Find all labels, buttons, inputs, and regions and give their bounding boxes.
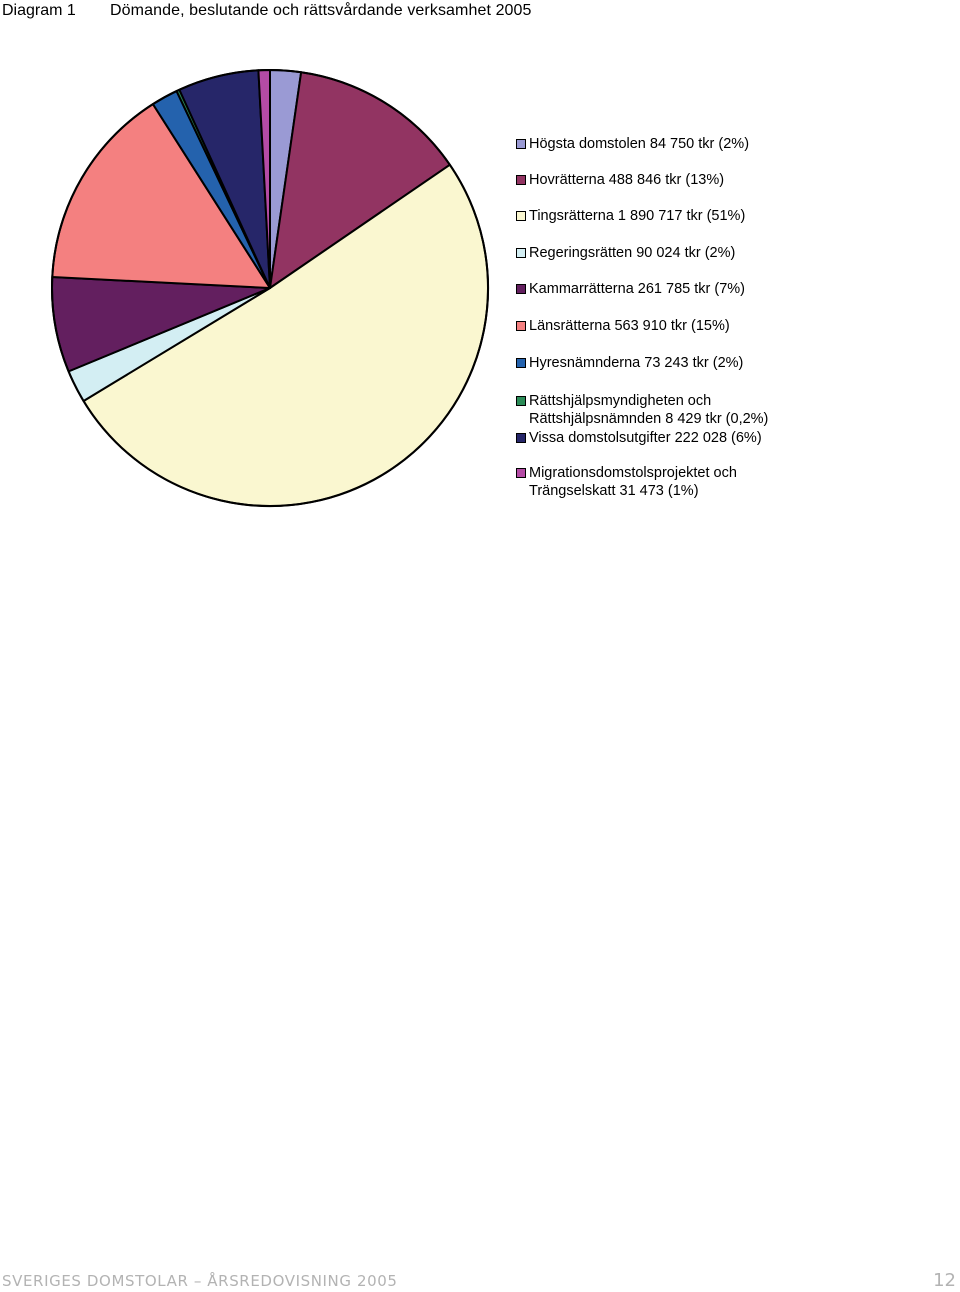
legend-swatch-10: [516, 468, 526, 478]
legend-label-10: Migrationsdomstolsprojektet och Trängsels…: [529, 465, 737, 499]
legend-label-5: Kammarrätterna 261 785 tkr (7%): [529, 281, 745, 297]
legend-swatch-5: [516, 284, 526, 294]
pie-outline: [51, 69, 489, 507]
legend-swatch-3: [516, 211, 526, 221]
legend-swatch-9: [516, 433, 526, 443]
legend-label-3: Tingsrätterna 1 890 717 tkr (51%): [529, 208, 746, 224]
chart-title: Dömande, beslutande och rättsvårdande ve…: [110, 2, 532, 19]
legend-swatch-7: [516, 358, 526, 368]
legend-swatch-8: [516, 396, 526, 406]
legend-label-8: Rättshjälpsmyndigheten och Rättshjälpsnäm…: [529, 393, 769, 427]
chart-header: Diagram 1 Dömande, beslutande och rättsv…: [0, 2, 960, 24]
diagram-label: Diagram 1: [2, 2, 76, 19]
legend-label-1: Högsta domstolen 84 750 tkr (2%): [529, 136, 750, 152]
footer-publication: SVERIGES DOMSTOLAR – ÅRSREDOVISNING 2005: [2, 1272, 398, 1290]
pie-chart: [51, 69, 490, 508]
legend-label-4: Regeringsrätten 90 024 tkr (2%): [529, 245, 736, 261]
legend-label-6: Länsrätterna 563 910 tkr (15%): [529, 318, 730, 334]
page-number: 12: [933, 1270, 956, 1291]
legend-label-9: Vissa domstolsutgifter 222 028 (6%): [529, 430, 762, 446]
legend-label-7: Hyresnämnderna 73 243 tkr (2%): [529, 355, 744, 371]
legend-swatch-6: [516, 321, 526, 331]
page-footer: SVERIGES DOMSTOLAR – ÅRSREDOVISNING 2005…: [0, 1270, 960, 1292]
legend-label-2: Hovrätterna 488 846 tkr (13%): [529, 172, 725, 188]
legend-swatch-1: [516, 139, 526, 149]
legend-swatch-2: [516, 175, 526, 185]
legend-swatch-4: [516, 248, 526, 258]
